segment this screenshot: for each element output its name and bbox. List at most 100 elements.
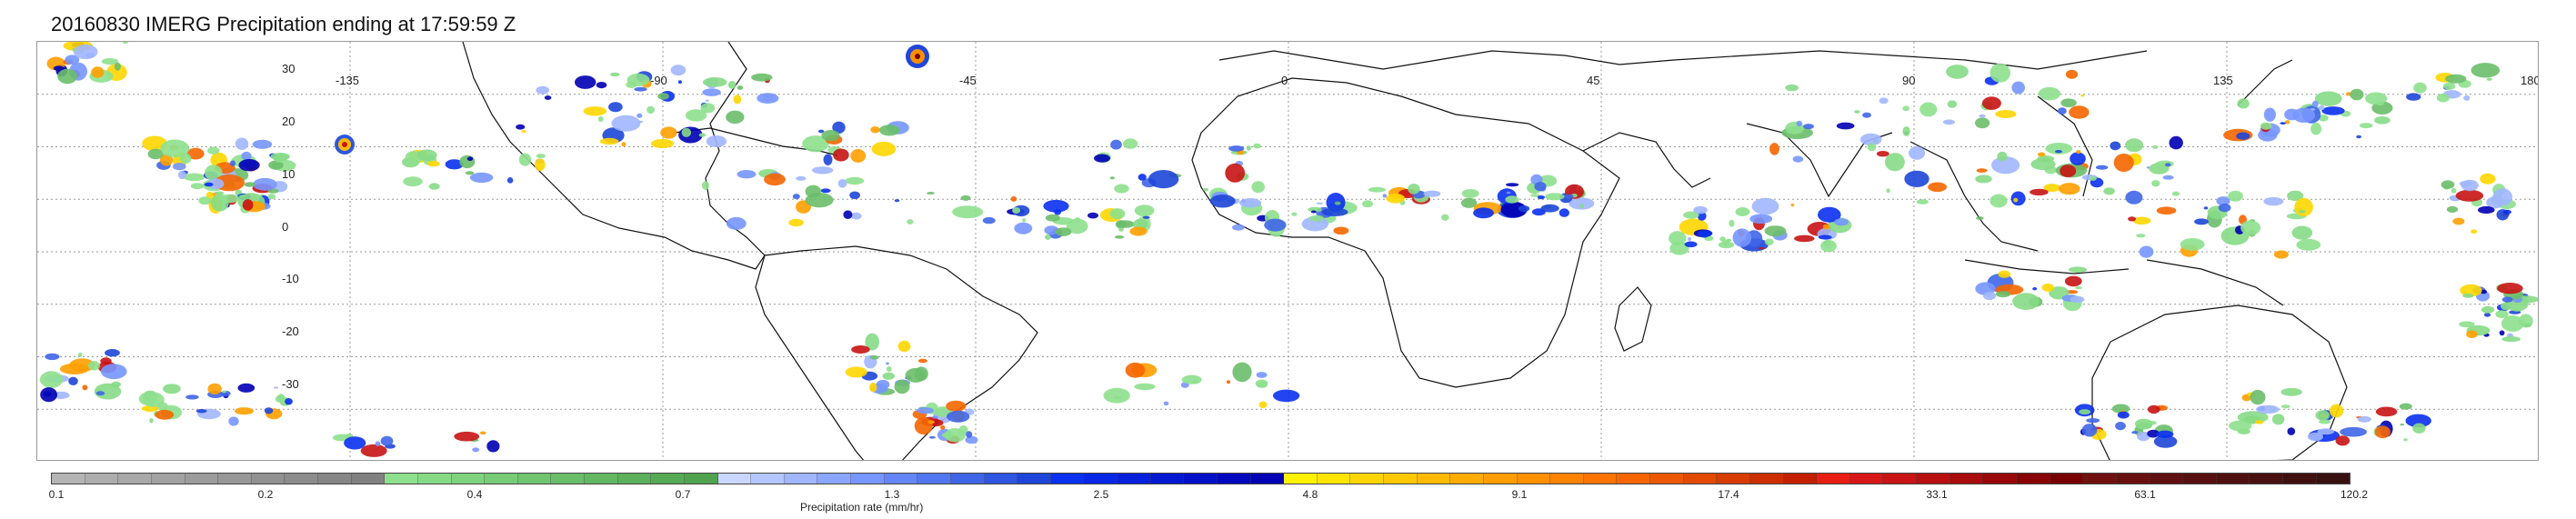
precip-cell (2260, 122, 2272, 130)
precip-cell (894, 379, 910, 394)
precip-cell (2030, 158, 2056, 171)
precip-cell (821, 130, 840, 142)
precip-cell (1928, 182, 1948, 193)
precip-cell (1209, 195, 1236, 208)
precip-cell (142, 392, 165, 407)
lon-label-45: 45 (1587, 74, 1600, 87)
precip-cell (733, 95, 742, 105)
precip-cell (1563, 194, 1574, 199)
precip-cell (1125, 362, 1146, 378)
precip-cell (1749, 214, 1773, 225)
precip-cell (114, 62, 121, 71)
precip-cell (2131, 431, 2139, 434)
colorbar-swatch (151, 474, 185, 484)
precip-cell (1291, 212, 1298, 216)
precip-cell (1579, 204, 1585, 209)
precip-cell (1902, 126, 1910, 136)
precip-cell (235, 137, 249, 150)
precip-cell (2481, 305, 2495, 314)
precip-cell (518, 153, 532, 166)
precip-cell (2335, 435, 2350, 446)
colorbar-swatch (651, 474, 685, 484)
colorbar-swatch (318, 474, 352, 484)
precip-cell (72, 47, 75, 52)
precip-cell (469, 172, 494, 183)
precip-cell (1919, 102, 1938, 117)
south-america-east-coast (764, 245, 1038, 460)
colorbar-tick: 0.1 (48, 488, 65, 501)
precip-cell (2041, 283, 2054, 292)
precip-cell (2250, 389, 2266, 405)
precip-cell (534, 158, 546, 172)
precip-cell (1758, 247, 1765, 250)
precip-cell (1769, 143, 1779, 155)
colorbar-tick: 4.8 (1302, 488, 1318, 501)
precip-cell (1818, 206, 1841, 223)
lat-label-10: 10 (282, 167, 296, 181)
precip-cell (237, 383, 256, 393)
precip-cell (727, 81, 737, 89)
colorbar-swatch (1317, 474, 1351, 484)
precip-cell (1461, 189, 1479, 198)
colorbar-swatch (784, 474, 818, 484)
precip-cell (454, 431, 480, 442)
precip-cell (764, 173, 786, 186)
precip-cell (583, 106, 607, 116)
precip-cell (2090, 175, 2097, 181)
precip-cell (2254, 420, 2264, 424)
colorbar-swatch (1849, 474, 1884, 484)
precip-cell (2132, 216, 2151, 225)
precip-cell (2152, 145, 2159, 149)
precip-cell (796, 175, 807, 181)
precip-cell (2228, 190, 2243, 202)
precip-cell (2156, 430, 2174, 438)
lon-label-0: 0 (1281, 74, 1288, 87)
precip-cell (966, 431, 973, 438)
precip-cell (1534, 182, 1547, 192)
colorbar-swatch (2050, 474, 2084, 484)
precip-cell (657, 93, 669, 100)
colorbar-swatch (1817, 474, 1850, 484)
precip-cell (1976, 216, 1984, 220)
precip-cell (2171, 191, 2180, 196)
lon-label-minus90: -90 (650, 74, 667, 87)
lon-label-90: 90 (1902, 74, 1916, 87)
precip-cell (1505, 195, 1519, 204)
colorbar-swatch (251, 474, 286, 484)
precip-cell (706, 135, 727, 147)
precipitation-field (39, 42, 2538, 457)
precip-cell (1735, 207, 1750, 216)
precip-cell (360, 444, 387, 457)
precip-cell (701, 181, 709, 190)
colorbar-swatch (2083, 474, 2117, 484)
precip-cell (2311, 100, 2319, 108)
precip-cell (2069, 105, 2090, 119)
precip-cell (1794, 235, 1815, 243)
precip-cell (2030, 188, 2049, 196)
precip-cell (516, 124, 526, 130)
precip-cell (882, 372, 895, 380)
colorbar-swatch (185, 474, 219, 484)
precip-cell (927, 192, 935, 195)
precip-cell (2280, 387, 2302, 396)
precip-cell (832, 121, 846, 134)
precip-cell (1044, 225, 1059, 235)
precip-cell (1687, 236, 1692, 242)
precip-cell (2216, 196, 2230, 206)
precip-cell (268, 160, 284, 170)
precip-cell (2038, 86, 2061, 101)
precip-cell (1545, 193, 1565, 201)
precip-cell (1820, 240, 1837, 253)
precip-cell (2203, 206, 2209, 210)
lon-label-minus135: -135 (336, 74, 360, 87)
precip-cell (73, 44, 98, 60)
precip-cell (982, 216, 996, 225)
precip-cell (2356, 135, 2362, 139)
precip-cell (2445, 74, 2467, 84)
colorbar-swatch (1217, 474, 1251, 484)
precip-cell (702, 88, 721, 96)
precip-cell (82, 384, 88, 391)
precip-cell (965, 435, 978, 444)
colorbar-swatch (950, 474, 985, 484)
colorbar-swatch (2150, 474, 2183, 484)
